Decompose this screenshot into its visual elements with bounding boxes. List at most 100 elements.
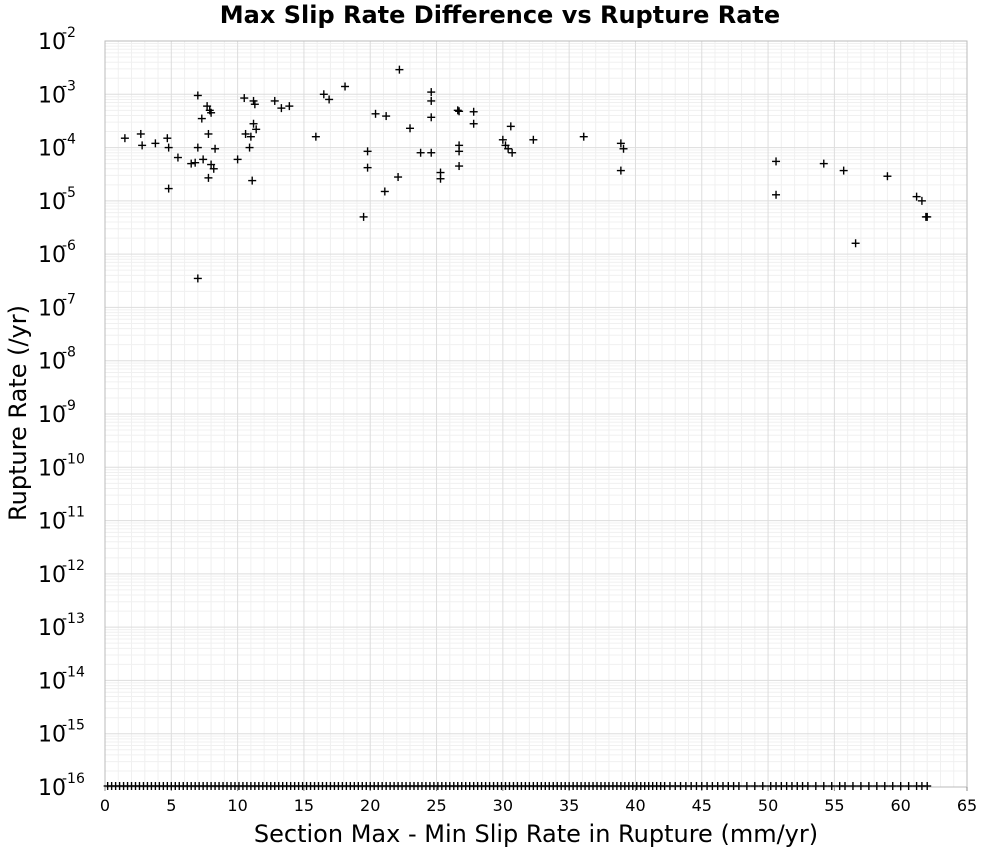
data-point <box>772 190 781 199</box>
y-tick: 10-7 <box>38 291 76 321</box>
y-tick-label-base: 10 <box>38 350 66 375</box>
data-point <box>319 90 328 99</box>
plot-area <box>104 40 968 788</box>
y-tick: 10-3 <box>38 78 76 108</box>
data-point <box>811 782 820 790</box>
x-tick-label: 50 <box>758 796 778 815</box>
y-tick-label-base: 10 <box>38 669 66 694</box>
x-tick-label: 10 <box>227 796 247 815</box>
data-point <box>363 147 372 156</box>
data-point <box>839 166 848 175</box>
data-point <box>416 148 425 157</box>
y-tick-label-exponent: -14 <box>62 664 85 680</box>
data-point <box>506 122 515 131</box>
y-tick-label-exponent: -5 <box>62 185 76 201</box>
data-point <box>204 173 213 182</box>
data-point <box>912 192 921 201</box>
data-point <box>856 782 865 790</box>
x-tick-label: 20 <box>360 796 380 815</box>
data-point <box>241 129 250 138</box>
data-point <box>138 141 147 150</box>
y-tick: 10-14 <box>38 664 85 694</box>
data-point <box>923 782 932 790</box>
data-point <box>325 95 334 104</box>
data-point <box>819 782 828 790</box>
y-tick-label-base: 10 <box>38 403 66 428</box>
y-tick-label-exponent: -10 <box>62 451 85 467</box>
data-point <box>772 157 781 166</box>
chart-title: Max Slip Rate Difference vs Rupture Rate <box>220 1 780 29</box>
y-tick-label-exponent: -16 <box>62 771 85 787</box>
data-point <box>803 782 812 790</box>
data-point <box>285 102 294 111</box>
data-point <box>193 274 202 283</box>
y-tick: 10-11 <box>38 505 85 535</box>
data-point <box>758 782 767 790</box>
data-point <box>848 782 857 790</box>
data-point <box>427 113 436 122</box>
x-tick-label: 5 <box>166 796 176 815</box>
data-point <box>193 143 202 152</box>
data-point <box>455 147 464 156</box>
data-point <box>917 196 926 205</box>
y-tick: 10-15 <box>38 718 85 748</box>
data-point <box>245 143 254 152</box>
data-point <box>164 184 173 193</box>
y-tick: 10-6 <box>38 238 76 268</box>
x-tick-label: 65 <box>957 796 977 815</box>
y-tick: 10-2 <box>38 25 76 55</box>
x-tick-label: 35 <box>559 796 579 815</box>
data-point <box>203 102 212 111</box>
data-point <box>163 134 172 143</box>
y-tick: 10-12 <box>38 558 85 588</box>
data-point <box>504 144 513 153</box>
data-point <box>819 159 828 168</box>
data-point <box>382 112 391 121</box>
y-tick-label-exponent: -13 <box>62 611 85 627</box>
y-tick-label-base: 10 <box>38 456 66 481</box>
grid <box>104 40 968 788</box>
data-point <box>616 166 625 175</box>
data-point <box>204 129 213 138</box>
data-point <box>250 100 259 109</box>
y-tick-label-base: 10 <box>38 563 66 588</box>
data-point <box>904 782 913 790</box>
y-tick-label-exponent: -6 <box>62 238 76 254</box>
y-tick-label-base: 10 <box>38 510 66 535</box>
data-point <box>233 155 242 164</box>
data-point <box>508 148 517 157</box>
data-point <box>864 782 873 790</box>
data-point <box>455 162 464 171</box>
x-tick-label: 0 <box>100 796 110 815</box>
data-point <box>872 782 881 790</box>
y-tick-label-exponent: -9 <box>62 398 76 414</box>
data-point <box>164 143 173 152</box>
data-point <box>249 119 258 128</box>
data-point <box>734 782 743 790</box>
data-point <box>199 155 208 164</box>
x-tick-label: 25 <box>426 796 446 815</box>
data-point <box>197 114 206 123</box>
data-point <box>427 96 436 105</box>
data-point <box>371 109 380 118</box>
data-point <box>529 135 538 144</box>
y-tick-label-base: 10 <box>38 30 66 55</box>
data-point <box>380 187 389 196</box>
data-point <box>579 132 588 141</box>
data-point <box>120 134 129 143</box>
data-point <box>311 132 320 141</box>
data-point <box>209 164 218 173</box>
data-point <box>923 212 932 221</box>
data-point <box>248 176 257 185</box>
y-tick-label-exponent: -12 <box>62 558 85 574</box>
y-tick-label-exponent: -7 <box>62 291 76 307</box>
y-tick-label-exponent: -3 <box>62 78 76 94</box>
data-point <box>395 65 404 74</box>
data-point <box>750 782 759 790</box>
y-tick: 10-10 <box>38 451 85 481</box>
data-point <box>207 160 216 169</box>
x-axis-ticks: 0 5 10 15 20 25 30 35 40 45 50 55 60 65 <box>100 787 977 815</box>
data-point <box>453 106 462 115</box>
data-point <box>173 153 182 162</box>
data-point <box>498 135 507 144</box>
